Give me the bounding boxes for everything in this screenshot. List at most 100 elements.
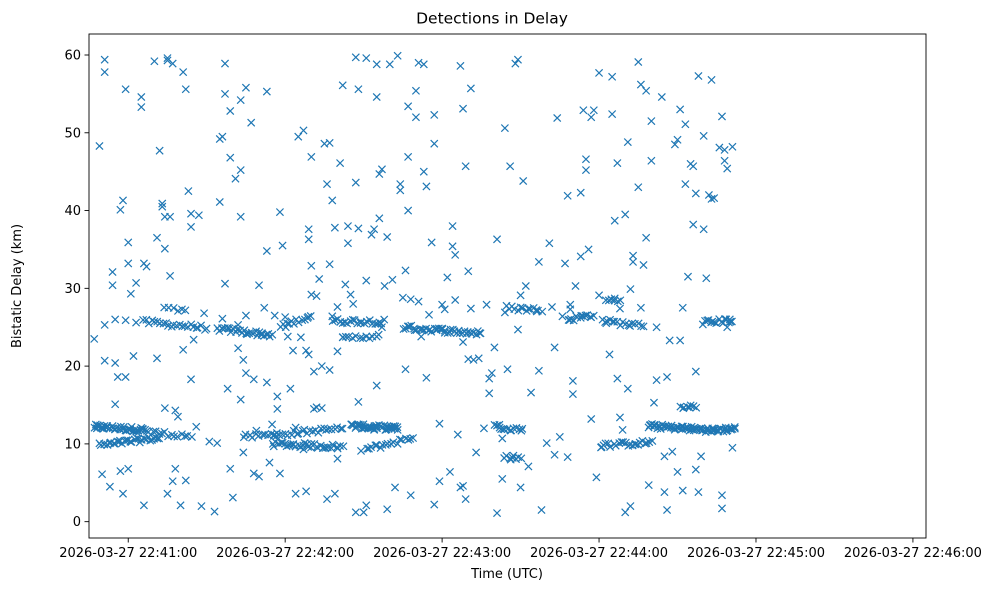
data-point xyxy=(254,472,264,481)
data-point xyxy=(181,306,190,315)
data-point xyxy=(451,295,460,305)
data-point xyxy=(168,477,177,486)
data-point xyxy=(456,61,465,70)
data-point xyxy=(417,332,426,341)
data-point xyxy=(309,404,318,413)
data-point xyxy=(166,212,175,221)
data-point xyxy=(521,281,530,291)
data-point xyxy=(228,493,237,502)
data-point xyxy=(516,291,525,300)
data-point xyxy=(623,384,632,393)
data-point xyxy=(186,375,196,384)
data-point xyxy=(166,271,175,280)
data-point xyxy=(451,250,460,259)
data-point xyxy=(333,454,342,463)
data-point xyxy=(278,241,287,250)
data-point xyxy=(283,332,292,341)
data-point xyxy=(375,169,384,179)
data-point xyxy=(663,505,672,515)
y-tick-label: 0 xyxy=(73,515,81,530)
data-point xyxy=(220,59,230,68)
data-point xyxy=(576,188,585,197)
data-point xyxy=(354,397,363,406)
data-point xyxy=(616,296,625,305)
plot-frame xyxy=(88,33,927,539)
data-point xyxy=(151,427,160,436)
data-point xyxy=(691,465,700,474)
data-point xyxy=(430,500,439,509)
data-point xyxy=(378,440,387,449)
data-point xyxy=(534,257,543,266)
data-point xyxy=(341,332,350,341)
x-tick-label: 2026-03-27 22:46:00 xyxy=(844,546,982,561)
data-point xyxy=(563,191,572,200)
data-point xyxy=(220,89,230,98)
data-point xyxy=(320,443,329,452)
data-point xyxy=(98,470,107,479)
data-point xyxy=(307,152,316,161)
data-point xyxy=(405,322,414,331)
data-point xyxy=(325,365,334,375)
data-point xyxy=(618,425,627,434)
data-point xyxy=(205,437,214,446)
data-point xyxy=(223,384,232,393)
data-point xyxy=(304,235,313,244)
data-point xyxy=(699,131,708,140)
data-point xyxy=(469,355,478,364)
data-point xyxy=(351,332,360,341)
data-point xyxy=(440,305,449,314)
data-point xyxy=(513,55,522,64)
data-point xyxy=(295,441,304,450)
data-point xyxy=(396,180,405,189)
x-tick-label: 2026-03-27 22:42:00 xyxy=(216,546,354,561)
data-point xyxy=(430,110,439,119)
data-point xyxy=(239,355,248,364)
data-point xyxy=(608,110,617,119)
data-point xyxy=(163,56,172,65)
data-point xyxy=(629,257,638,266)
data-point xyxy=(289,319,298,328)
data-point xyxy=(637,322,646,331)
data-point xyxy=(270,311,279,320)
data-point xyxy=(615,413,624,422)
data-point xyxy=(616,321,625,330)
data-point xyxy=(186,209,196,218)
data-point xyxy=(218,314,227,323)
data-point xyxy=(683,272,693,281)
data-point xyxy=(435,477,444,486)
data-point xyxy=(124,238,133,247)
data-point xyxy=(372,92,381,102)
data-point xyxy=(435,419,444,428)
data-point xyxy=(673,467,682,476)
data-point xyxy=(589,311,598,320)
y-tick-label: 40 xyxy=(64,204,81,219)
data-point xyxy=(456,483,465,492)
data-point xyxy=(391,422,400,431)
data-point xyxy=(545,239,554,248)
x-tick-label: 2026-03-27 22:41:00 xyxy=(59,546,197,561)
data-point xyxy=(367,230,376,239)
data-point xyxy=(286,440,295,449)
x-axis: 2026-03-27 22:41:00 2026-03-27 22:42:00 20… xyxy=(59,538,982,561)
data-point xyxy=(307,290,316,299)
data-point xyxy=(273,404,282,413)
data-point xyxy=(527,388,536,397)
data-point xyxy=(152,354,162,363)
data-point xyxy=(665,336,674,345)
data-point xyxy=(343,222,352,231)
data-point xyxy=(459,104,468,113)
data-point xyxy=(193,323,202,332)
data-point xyxy=(550,343,559,352)
data-point xyxy=(707,194,716,203)
data-point xyxy=(100,68,109,77)
data-point xyxy=(173,412,182,421)
data-point xyxy=(425,310,434,319)
data-point xyxy=(336,424,345,433)
data-point xyxy=(160,404,169,413)
data-point xyxy=(464,267,473,276)
data-point xyxy=(592,473,601,482)
data-point xyxy=(113,437,122,446)
data-point xyxy=(490,343,499,352)
data-point xyxy=(260,430,269,439)
x-tick-label: 2026-03-27 22:44:00 xyxy=(530,546,668,561)
